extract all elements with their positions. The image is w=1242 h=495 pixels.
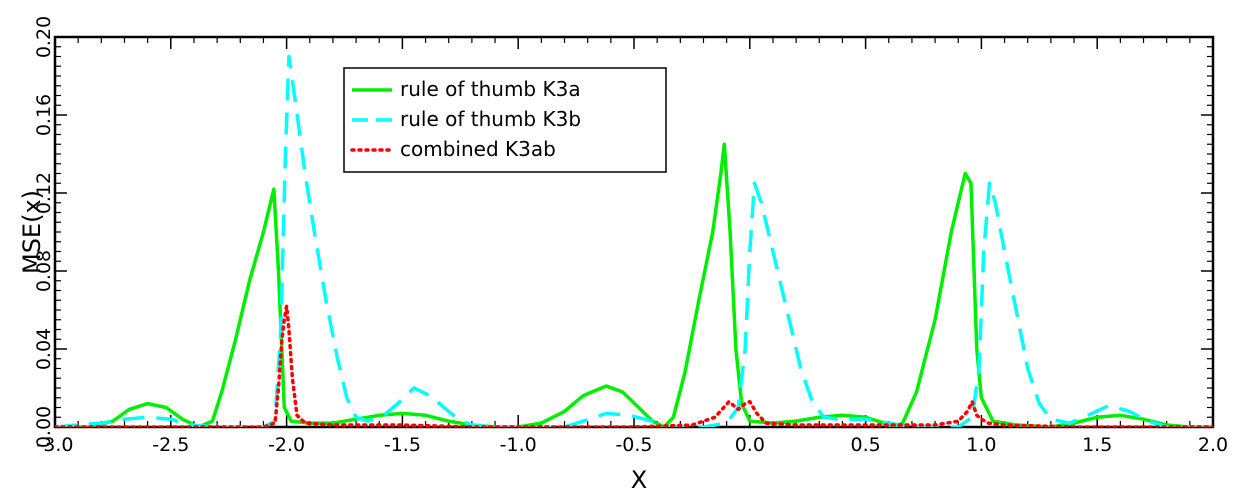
legend-label-1: rule of thumb K3a [400, 77, 581, 101]
legend-box [343, 67, 667, 173]
y-tick-label: 0.08 [33, 250, 55, 292]
x-tick-label: 0.0 [735, 434, 765, 456]
x-tick-label: -1.0 [500, 434, 537, 456]
series-line-3 [55, 304, 1213, 427]
x-tick-label: 1.0 [966, 434, 996, 456]
legend: rule of thumb K3a rule of thumb K3b combin… [343, 67, 667, 173]
x-tick-label: -0.5 [615, 434, 652, 456]
y-tick-label: 0.00 [33, 406, 55, 448]
x-tick-label: -3.0 [36, 434, 73, 456]
x-tick-label: 2.0 [1198, 434, 1228, 456]
x-tick-label: 0.5 [850, 434, 880, 456]
series-layer [55, 54, 1213, 427]
x-tick-label: 1.5 [1082, 434, 1112, 456]
y-tick-label: 0.16 [33, 94, 55, 136]
y-axis-title: MSE(x) [18, 190, 46, 274]
x-tick-label: -1.5 [384, 434, 421, 456]
y-tick-label: 0.12 [33, 172, 55, 214]
legend-label-2: rule of thumb K3b [400, 107, 581, 131]
x-tick-label: -2.5 [152, 434, 189, 456]
y-tick-label: 0.04 [33, 328, 55, 370]
legend-label-3: combined K3ab [400, 137, 556, 161]
x-axis-title: X [631, 466, 647, 494]
x-tick-label: -2.0 [268, 434, 305, 456]
series-line-2 [55, 54, 1213, 427]
series-line-1 [55, 142, 1213, 427]
y-tick-label: 0.20 [33, 16, 55, 58]
